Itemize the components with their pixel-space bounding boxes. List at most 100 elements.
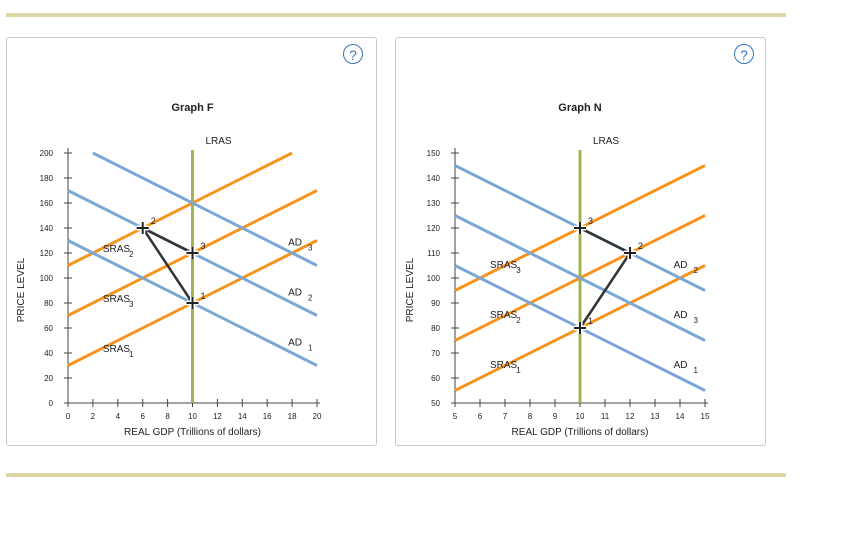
sras-subscript: 3: [129, 300, 134, 309]
y-tick-label: 80: [431, 324, 440, 333]
ad-subscript: 3: [694, 316, 699, 325]
y-tick-label: 60: [431, 374, 440, 383]
y-tick-label: 110: [427, 249, 440, 258]
chart-title: Graph F: [171, 102, 213, 114]
y-tick-label: 70: [431, 349, 440, 358]
point-marker: [574, 222, 586, 234]
x-tick-label: 10: [576, 412, 585, 421]
x-tick-label: 11: [601, 412, 610, 421]
point-marker: [186, 247, 199, 259]
y-tick-label: 90: [431, 299, 440, 308]
ad-label: AD: [288, 238, 302, 249]
sras-subscript: 2: [129, 250, 134, 259]
x-tick-label: 14: [238, 412, 247, 421]
sras-label: SRAS: [103, 344, 131, 355]
x-axis-label: REAL GDP (Trillions of dollars): [124, 427, 261, 438]
graph-f-panel: ? Graph F 0 20 40 60 80 100 120 140 160 180 200 0 2 4 6…: [6, 37, 377, 446]
y-tick-label: 60: [44, 324, 53, 333]
y-tick-label: 130: [427, 199, 441, 208]
point-label: 1: [588, 316, 593, 326]
ad-subscript: 2: [308, 294, 313, 303]
sras-label: SRAS: [103, 294, 131, 305]
sras-subscript: 2: [516, 316, 521, 325]
point-label: 1: [201, 291, 206, 301]
x-tick-label: 6: [140, 412, 145, 421]
y-tick-label: 160: [40, 199, 54, 208]
bottom-divider: [6, 473, 786, 477]
x-tick-label: 13: [651, 412, 660, 421]
x-tick-label: 6: [478, 412, 483, 421]
sras-label: SRAS: [490, 310, 518, 321]
y-tick-label: 100: [40, 274, 54, 283]
y-tick-label: 140: [427, 174, 441, 183]
ad-label: AD: [288, 338, 302, 349]
x-tick-label: 9: [553, 412, 558, 421]
sras-subscript: 3: [516, 266, 521, 275]
x-tick-label: 10: [188, 412, 197, 421]
y-tick-label: 50: [431, 399, 440, 408]
x-tick-label: 14: [676, 412, 685, 421]
x-tick-label: 8: [165, 412, 170, 421]
y-tick-label: 200: [40, 149, 54, 158]
x-tick-label: 8: [528, 412, 533, 421]
x-tick-label: 16: [263, 412, 272, 421]
top-divider: [6, 13, 786, 17]
x-tick-label: 0: [66, 412, 71, 421]
x-tick-label: 20: [313, 412, 322, 421]
point-marker: [574, 322, 586, 334]
point-label: 2: [151, 216, 156, 226]
sras-subscript: 1: [129, 350, 134, 359]
adjustment-path: [578, 226, 632, 329]
lras-label: LRAS: [205, 136, 231, 147]
y-tick-label: 120: [40, 249, 54, 258]
ad-subscript: 1: [308, 344, 313, 353]
ad-3-line: [92, 151, 318, 267]
x-tick-label: 7: [503, 412, 508, 421]
x-tick-label: 18: [288, 412, 297, 421]
ad-label: AD: [674, 310, 688, 321]
point-marker: [624, 247, 636, 259]
sras-subscript: 1: [516, 366, 521, 375]
x-tick-label: 4: [116, 412, 121, 421]
x-tick-label: 5: [453, 412, 458, 421]
sras-label: SRAS: [490, 260, 518, 271]
help-icon[interactable]: ?: [343, 44, 363, 64]
sras-label: SRAS: [490, 360, 518, 371]
y-tick-label: 0: [49, 399, 54, 408]
y-tick-label: 20: [44, 374, 53, 383]
y-tick-label: 40: [44, 349, 53, 358]
ad-3-line: [454, 214, 706, 342]
ad-subscript: 1: [694, 366, 699, 375]
y-axis-label: PRICE LEVEL: [16, 257, 27, 322]
ad-subscript: 3: [308, 244, 313, 253]
x-axis-label: REAL GDP (Trillions of dollars): [512, 427, 649, 438]
x-tick-label: 2: [91, 412, 96, 421]
y-tick-label: 120: [427, 224, 441, 233]
y-tick-label: 150: [427, 149, 441, 158]
ad-label: AD: [674, 360, 688, 371]
ad-subscript: 2: [694, 266, 699, 275]
lras-label: LRAS: [593, 136, 619, 147]
sras-3-line: [67, 151, 293, 267]
point-label: 3: [588, 216, 593, 226]
x-tick-label: 15: [701, 412, 710, 421]
point-label: 3: [201, 241, 206, 251]
sras-label: SRAS: [103, 244, 131, 255]
x-tick-label: 12: [213, 412, 222, 421]
point-marker: [186, 297, 199, 309]
point-marker: [136, 222, 149, 234]
y-axis-label: PRICE LEVEL: [405, 257, 416, 322]
graph-n-panel: ? Graph N 50 60 70 80 90 100 110 120 130 140 150 5 6 7…: [395, 37, 766, 446]
x-tick-label: 12: [626, 412, 635, 421]
y-tick-label: 80: [44, 299, 53, 308]
y-tick-label: 100: [427, 274, 441, 283]
ad-label: AD: [674, 260, 688, 271]
chart-title: Graph N: [558, 102, 601, 114]
help-icon[interactable]: ?: [734, 44, 754, 64]
ad-label: AD: [288, 288, 302, 299]
y-tick-label: 140: [40, 224, 54, 233]
point-label: 2: [638, 241, 643, 251]
y-tick-label: 180: [40, 174, 54, 183]
